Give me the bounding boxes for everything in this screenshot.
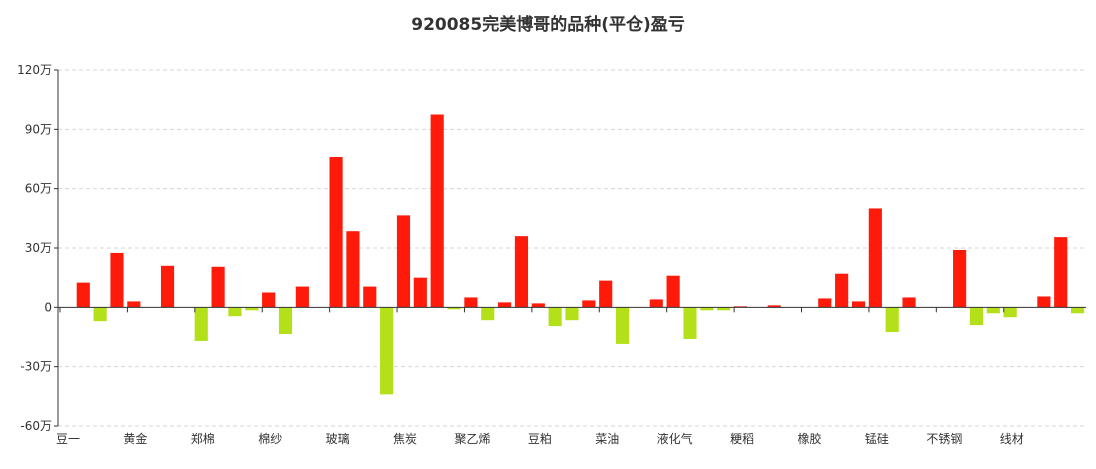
bar xyxy=(329,157,343,308)
bar xyxy=(649,299,663,308)
x-tick-label: 液化气 xyxy=(657,431,693,446)
bar xyxy=(514,236,529,308)
bar xyxy=(160,265,175,308)
y-tick-label: 120万 xyxy=(17,63,52,77)
bar xyxy=(481,307,495,321)
bar xyxy=(868,208,882,308)
bar xyxy=(110,252,124,308)
bar xyxy=(835,273,849,308)
x-tick-label: 焦炭 xyxy=(393,432,417,446)
bar xyxy=(666,275,680,308)
bar xyxy=(262,292,276,308)
bar xyxy=(430,114,444,308)
bar xyxy=(413,277,427,308)
x-tick-label: 棉纱 xyxy=(258,432,282,446)
bar xyxy=(464,297,478,308)
y-tick-label: 30万 xyxy=(25,241,52,255)
bar xyxy=(127,301,141,308)
x-tick-label: 豆一 xyxy=(56,432,80,446)
bar xyxy=(396,215,411,308)
bar xyxy=(295,286,309,308)
bar xyxy=(1071,307,1085,314)
bar xyxy=(986,307,1000,314)
x-tick-label: 豆粕 xyxy=(528,431,552,446)
bar xyxy=(565,307,579,321)
y-tick-label: 60万 xyxy=(25,182,52,196)
bar xyxy=(363,286,377,308)
bar xyxy=(582,300,596,308)
x-tick-label: 玻璃 xyxy=(326,432,350,446)
bar xyxy=(717,307,731,311)
bar xyxy=(194,307,208,341)
bars xyxy=(76,114,1085,395)
bar xyxy=(851,301,866,308)
bar xyxy=(228,307,242,317)
x-tick-label: 菜油 xyxy=(595,432,619,446)
x-tick-label: 橡胶 xyxy=(798,431,822,446)
bar xyxy=(683,307,697,339)
bar xyxy=(245,307,259,311)
bar xyxy=(767,305,781,308)
bar xyxy=(1037,296,1051,308)
y-tick-label: -30万 xyxy=(20,360,52,374)
bar xyxy=(599,280,613,308)
bar xyxy=(615,307,630,344)
bar xyxy=(76,282,90,308)
bar xyxy=(700,307,714,311)
bar xyxy=(531,303,545,308)
bar xyxy=(93,307,107,322)
bar xyxy=(380,307,394,395)
x-tick-label: 线材 xyxy=(1000,432,1024,446)
bar xyxy=(902,297,916,308)
bar xyxy=(278,307,293,335)
bar xyxy=(1003,307,1017,318)
axes xyxy=(54,69,1086,427)
bar xyxy=(498,302,512,308)
x-tick-label: 粳稻 xyxy=(730,432,754,446)
grid-lines xyxy=(58,69,1086,427)
x-tick-label: 聚乙烯 xyxy=(454,432,490,446)
bar xyxy=(953,249,967,308)
bar xyxy=(447,307,461,310)
x-tick-label: 不锈钢 xyxy=(926,432,962,446)
y-tick-label: 0 xyxy=(44,300,52,314)
bar xyxy=(548,307,562,327)
bar xyxy=(1054,237,1068,308)
bar xyxy=(818,298,832,308)
x-tick-label: 锰硅 xyxy=(865,431,889,446)
x-tick-label: 黄金 xyxy=(123,431,147,446)
bar xyxy=(211,266,225,308)
chart-title: 920085完美博哥的品种(平仓)盈亏 xyxy=(411,15,685,35)
bar xyxy=(969,307,984,326)
y-tick-label: -60万 xyxy=(20,419,52,433)
x-tick-label: 郑棉 xyxy=(191,431,215,446)
bar xyxy=(885,307,899,333)
bar xyxy=(346,231,360,308)
y-tick-label: 90万 xyxy=(25,122,52,136)
